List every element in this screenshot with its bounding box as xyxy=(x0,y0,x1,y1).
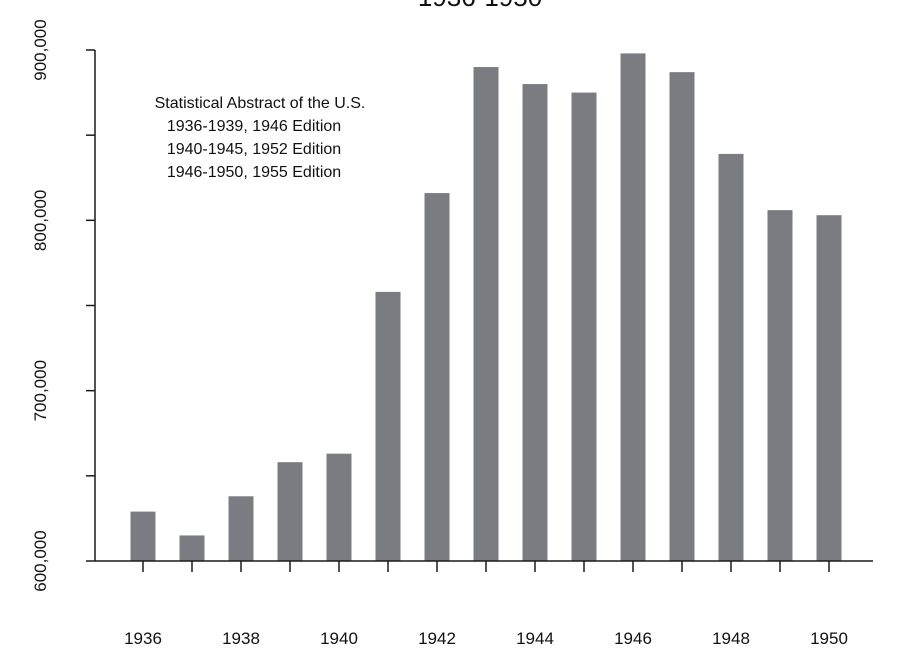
y-tick-label-900000: 900,000 xyxy=(31,19,50,80)
bar-1940 xyxy=(326,453,352,561)
bars-group xyxy=(130,53,842,562)
bar-1941 xyxy=(375,291,401,561)
chart-title: 1936-1950 xyxy=(418,0,542,12)
bar-1946 xyxy=(620,53,646,561)
bar-1948 xyxy=(718,153,744,562)
bar-1944 xyxy=(522,84,548,562)
bar-1938 xyxy=(228,496,254,561)
x-tick-label-1940: 1940 xyxy=(320,629,358,648)
x-tick-label-1944: 1944 xyxy=(516,629,554,648)
bar-1945 xyxy=(571,92,597,561)
annotation-edition-1946-1950: 1946-1950, 1955 Edition xyxy=(167,164,341,181)
bar-1950 xyxy=(816,215,842,561)
x-tick-label-1946: 1946 xyxy=(614,629,652,648)
x-tick-label-1936: 1936 xyxy=(124,629,162,648)
bar-1937 xyxy=(179,535,205,561)
bar-1939 xyxy=(277,462,303,561)
y-tick-label-600000: 600,000 xyxy=(31,530,50,591)
annotation-block: Statistical Abstract of the U.S. 1936-19… xyxy=(155,95,366,181)
bar-1942 xyxy=(424,193,450,561)
annotation-source-title: Statistical Abstract of the U.S. xyxy=(155,95,366,112)
annotation-edition-1936-1939: 1936-1939, 1946 Edition xyxy=(167,118,341,135)
y-tick-label-800000: 800,000 xyxy=(31,190,50,251)
x-tick-label-1950: 1950 xyxy=(810,629,848,648)
bar-1949 xyxy=(767,210,793,561)
x-tick-label-1938: 1938 xyxy=(222,629,260,648)
annotation-edition-1940-1945: 1940-1945, 1952 Edition xyxy=(167,141,341,158)
bar-1947 xyxy=(669,72,695,561)
x-tick-label-1948: 1948 xyxy=(712,629,750,648)
x-tick-label-1942: 1942 xyxy=(418,629,456,648)
y-tick-label-700000: 700,000 xyxy=(31,360,50,421)
axes-group: 1936 1938 1940 1942 1944 1946 1948 1950 600,000 7… xyxy=(31,19,873,648)
bar-1943 xyxy=(473,67,499,562)
bar-1936 xyxy=(130,511,156,561)
